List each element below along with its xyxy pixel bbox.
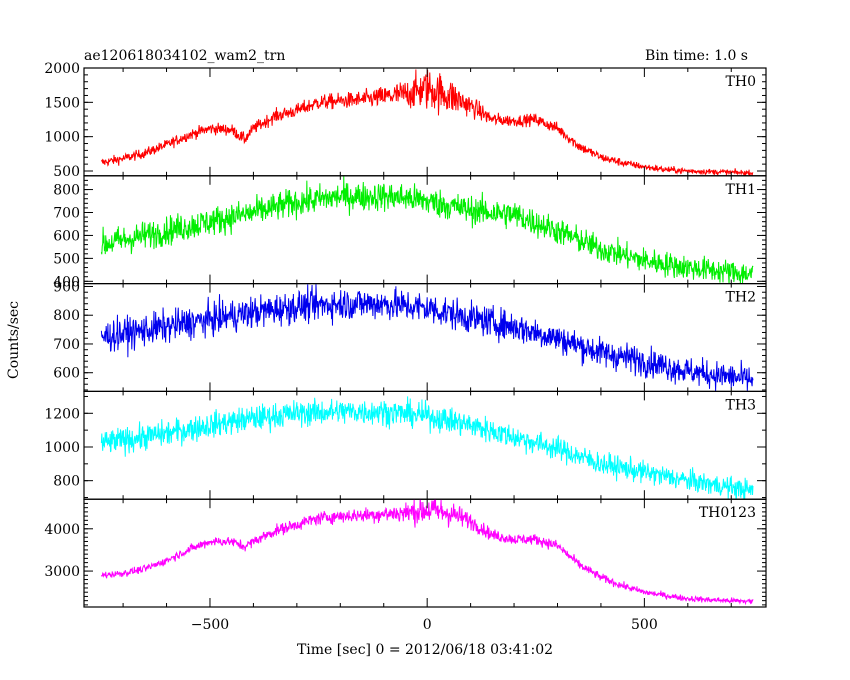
y-tick-label: 400 [53, 274, 80, 290]
panel-label: TH3 [726, 397, 756, 413]
y-tick-label: 900 [53, 279, 80, 295]
y-tick-label: 4000 [44, 522, 80, 538]
x-axis-label: Time [sec] 0 = 2012/06/18 03:41:02 [297, 642, 553, 658]
chart-title: ae120618034102_wam2_trn [84, 48, 285, 64]
y-tick-label: 500 [53, 251, 80, 267]
panel-frame [83, 67, 767, 177]
y-tick-label: 1200 [44, 406, 80, 422]
panels-group: 500 1000 1500 2000 TH0 400 500 600 700 800 TH1 600 7… [44, 61, 767, 608]
series-th0-line [100, 69, 754, 176]
x-tick-label: 500 [631, 617, 658, 633]
panel-label: TH2 [726, 290, 756, 306]
panel-th3: 800 1000 1200 TH3 [44, 390, 767, 500]
series-th0123-line [100, 499, 754, 606]
y-tick-label: 2000 [44, 61, 80, 77]
series-th1-line [100, 176, 754, 284]
x-tick-label: −500 [191, 617, 229, 633]
x-tick-label: 0 [423, 617, 432, 633]
y-tick-label: 600 [53, 366, 80, 382]
panel-th0: 500 1000 1500 2000 TH0 [44, 61, 767, 180]
x-axis: −500 0 500 [191, 617, 658, 633]
y-tick-label: 1500 [44, 95, 80, 111]
y-tick-label: 800 [53, 308, 80, 324]
panel-th0123: 3000 4000 TH0123 [44, 498, 767, 608]
y-tick-label: 500 [53, 164, 80, 180]
panel-th1: 400 500 600 700 800 TH1 [53, 175, 767, 290]
y-tick-label: 700 [53, 337, 80, 353]
panel-frame [83, 283, 767, 393]
y-tick-label: 600 [53, 228, 80, 244]
panel-frame [83, 498, 767, 608]
panel-label: TH0123 [699, 505, 756, 521]
panel-label: TH0 [726, 74, 756, 90]
series-th3-line [100, 396, 754, 500]
y-tick-label: 1000 [44, 440, 80, 456]
y-tick-label: 1000 [44, 130, 80, 146]
y-tick-label: 800 [53, 474, 80, 490]
panel-th2: 600 700 800 900 TH2 [53, 279, 767, 393]
bin-time-label: Bin time: 1.0 s [645, 48, 748, 64]
y-axis-label: Counts/sec [6, 301, 22, 379]
y-tick-label: 700 [53, 205, 80, 221]
y-tick-label: 3000 [44, 564, 80, 580]
panel-label: TH1 [726, 182, 756, 198]
y-tick-label: 800 [53, 183, 80, 199]
series-th2-line [100, 284, 754, 392]
